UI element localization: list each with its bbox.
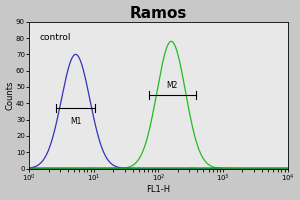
- Text: M1: M1: [70, 117, 81, 126]
- Text: control: control: [39, 33, 71, 42]
- Y-axis label: Counts: Counts: [6, 80, 15, 110]
- Text: M2: M2: [167, 81, 178, 90]
- Title: Ramos: Ramos: [130, 6, 187, 21]
- X-axis label: FL1-H: FL1-H: [146, 185, 170, 194]
